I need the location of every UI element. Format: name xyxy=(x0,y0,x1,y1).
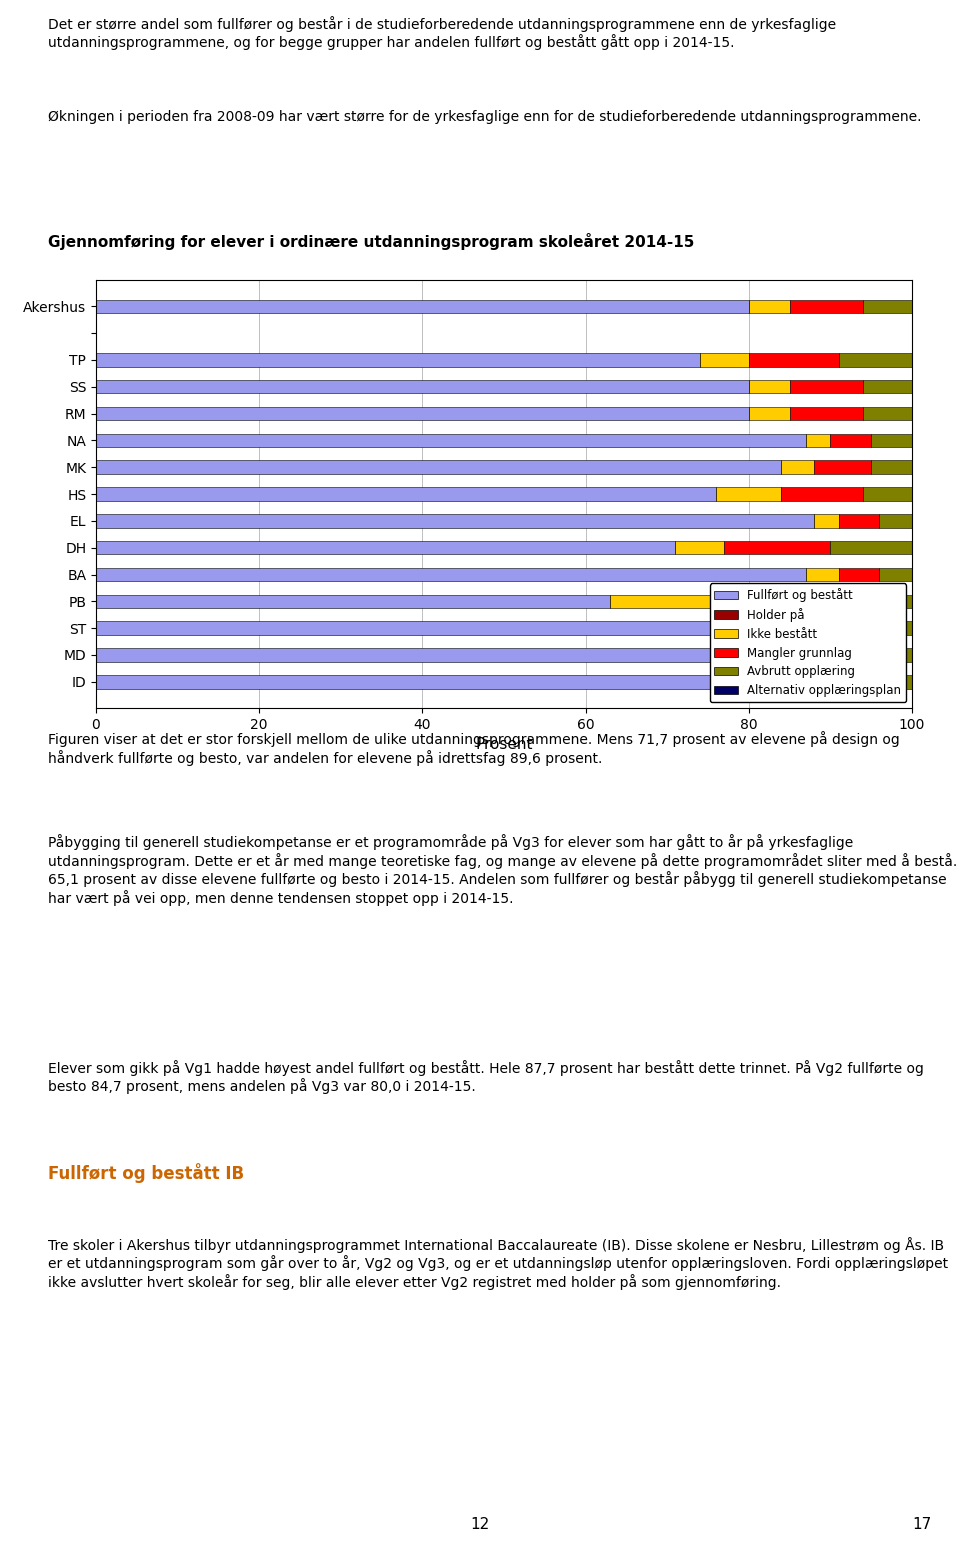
Bar xyxy=(872,434,912,447)
Bar xyxy=(789,299,863,313)
Bar xyxy=(854,621,887,635)
Bar xyxy=(789,380,863,394)
Bar xyxy=(863,487,912,501)
Bar xyxy=(96,353,700,367)
Bar xyxy=(814,513,839,527)
Bar xyxy=(839,594,912,608)
Bar xyxy=(879,649,912,661)
Bar xyxy=(676,541,725,554)
Bar xyxy=(749,406,789,420)
Bar xyxy=(839,621,855,635)
Bar xyxy=(872,461,912,475)
Bar xyxy=(805,434,830,447)
Bar xyxy=(863,406,912,420)
Bar xyxy=(822,649,879,661)
Bar xyxy=(839,353,912,367)
Bar xyxy=(716,487,781,501)
Bar xyxy=(700,353,749,367)
Bar xyxy=(863,380,912,394)
Bar xyxy=(96,513,814,527)
Bar xyxy=(839,675,863,688)
Bar xyxy=(781,461,814,475)
Bar xyxy=(96,380,749,394)
Bar xyxy=(96,461,781,475)
Bar xyxy=(96,594,611,608)
Text: Gjennomføring for elever i ordinære utdanningsprogram skoleåret 2014-15: Gjennomføring for elever i ordinære utda… xyxy=(48,233,694,249)
Bar xyxy=(839,568,879,582)
Bar xyxy=(725,541,830,554)
Text: 17: 17 xyxy=(912,1517,931,1533)
Text: Det er større andel som fullfører og består i de studieforberedende utdanningspr: Det er større andel som fullfører og bes… xyxy=(48,16,836,50)
Legend: Fullført og bestått, Holder på, Ikke bestått, Mangler grunnlag, Avbrutt opplærin: Fullført og bestått, Holder på, Ikke bes… xyxy=(709,584,906,702)
Bar xyxy=(749,380,789,394)
Bar xyxy=(96,487,716,501)
Bar xyxy=(96,621,839,635)
Text: 12: 12 xyxy=(470,1517,490,1533)
Text: Tre skoler i Akershus tilbyr utdanningsprogrammet International Baccalaureate (I: Tre skoler i Akershus tilbyr utdanningsp… xyxy=(48,1237,948,1290)
Text: Økningen i perioden fra 2008-09 har vært større for de yrkesfaglige enn for de s: Økningen i perioden fra 2008-09 har vært… xyxy=(48,110,922,123)
Bar xyxy=(839,513,879,527)
Bar xyxy=(789,649,822,661)
Bar xyxy=(879,513,912,527)
Bar xyxy=(887,675,912,688)
Bar xyxy=(789,406,863,420)
Bar xyxy=(611,594,749,608)
Bar xyxy=(830,434,871,447)
Bar xyxy=(879,568,912,582)
Bar xyxy=(96,434,805,447)
Bar xyxy=(749,594,839,608)
Bar xyxy=(805,568,839,582)
Bar xyxy=(749,299,789,313)
Bar xyxy=(814,461,872,475)
Bar xyxy=(781,487,863,501)
Bar xyxy=(96,649,789,661)
Bar xyxy=(96,299,749,313)
Bar xyxy=(830,541,912,554)
Text: Elever som gikk på Vg1 hadde høyest andel fullført og bestått. Hele 87,7 prosent: Elever som gikk på Vg1 hadde høyest ande… xyxy=(48,1060,924,1094)
Bar xyxy=(96,406,749,420)
Bar xyxy=(96,541,676,554)
Text: Påbygging til generell studiekompetanse er et programområde på Vg3 for elever so: Påbygging til generell studiekompetanse … xyxy=(48,834,957,906)
Bar xyxy=(749,353,839,367)
Text: Figuren viser at det er stor forskjell mellom de ulike utdanningsprogrammene. Me: Figuren viser at det er stor forskjell m… xyxy=(48,731,900,766)
Text: Fullført og bestått IB: Fullført og bestått IB xyxy=(48,1162,244,1183)
Bar xyxy=(863,675,887,688)
Bar xyxy=(863,299,912,313)
Bar xyxy=(887,621,912,635)
X-axis label: Prosent: Prosent xyxy=(475,738,533,752)
Bar xyxy=(96,675,839,688)
Bar xyxy=(96,568,805,582)
